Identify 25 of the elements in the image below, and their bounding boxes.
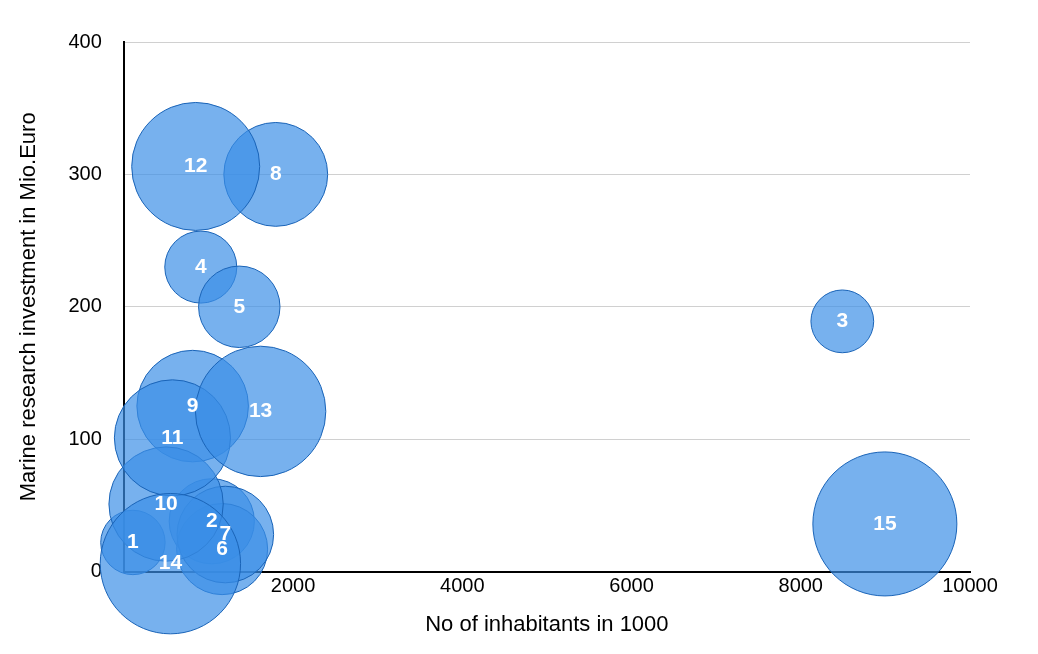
x-tick-label: 4000: [440, 574, 485, 597]
x-tick-label: 8000: [778, 574, 823, 597]
annotation: 4: [194, 253, 207, 277]
y-tick-label: 200: [68, 294, 102, 317]
annotation: 9: [186, 392, 199, 416]
y-tick-label: 100: [68, 426, 102, 449]
y-axis-title: Marine research investment in Mio.Euro: [15, 112, 41, 502]
x-tick-label: 6000: [609, 574, 654, 597]
y-tick-label: 300: [68, 161, 102, 184]
annotation: 15: [873, 510, 897, 534]
annotation: 14: [158, 550, 183, 574]
x-tick-label: 10000: [942, 574, 998, 597]
annotation: 5: [233, 293, 246, 317]
y-tick-label: 0: [90, 559, 102, 582]
annotation: 8: [269, 161, 282, 185]
annotation: 1: [127, 529, 140, 553]
x-tick-label: 2000: [270, 574, 316, 597]
annotation: 13: [248, 398, 273, 422]
x-axis-title: No of inhabitants in 1000: [425, 610, 669, 636]
y-tick-label: 400: [68, 29, 102, 52]
annotation: 2: [205, 508, 218, 532]
annotation: 11: [161, 424, 184, 448]
annotation: 12: [184, 153, 208, 177]
annotation: 10: [154, 490, 178, 514]
annotation: 3: [836, 308, 849, 332]
